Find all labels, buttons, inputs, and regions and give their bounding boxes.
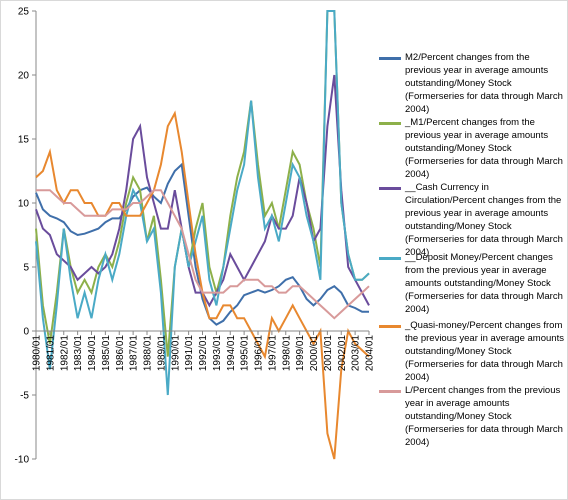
legend-swatch [379,187,401,190]
x-tick-label: 1982/01 [59,335,70,372]
legend-swatch [379,122,401,125]
x-tick-label: 1992/01 [198,335,209,372]
x-tick-label: 1995/01 [240,335,251,372]
legend-swatch [379,57,401,60]
series-line [36,189,370,320]
x-tick-label: 1980/01 [32,335,43,372]
legend-item: __Deposit Money/Percent changes from the… [379,251,567,316]
x-tick-label: 1999/01 [295,335,306,372]
y-tick-label: 25 [18,7,30,18]
x-tick-label: 1985/01 [101,335,112,372]
y-tick-label: 10 [18,199,30,210]
legend-label: _M1/Percent changes from the previous ye… [405,117,563,180]
legend-item: _Quasi-money/Percent changes from the pr… [379,319,567,384]
legend-label: __Cash Currency in Circulation/Percent c… [405,182,563,258]
legend-item: _M1/Percent changes from the previous ye… [379,116,567,181]
legend-swatch [379,390,401,393]
x-tick-label: 1981/01 [45,335,56,372]
legend-label: _Quasi-money/Percent changes from the pr… [405,320,564,383]
x-tick-label: 1998/01 [281,335,292,372]
series-line [35,10,370,396]
y-tick-label: 15 [18,135,30,146]
legend-item: __Cash Currency in Circulation/Percent c… [379,181,567,259]
legend-item: L/Percent changes from the previous year… [379,384,567,449]
x-tick-label: 1986/01 [115,335,126,372]
y-tick-label: -10 [15,455,30,466]
legend-swatch [379,257,401,260]
x-tick-label: 1993/01 [212,335,223,372]
y-tick-label: -5 [20,391,29,402]
x-tick-label: 1996/01 [254,335,265,372]
x-tick-label: 1997/01 [267,335,278,372]
y-tick-label: 0 [23,327,29,338]
legend-item: M2/Percent changes from the previous yea… [379,51,567,116]
x-tick-label: 2002/01 [337,335,348,372]
x-tick-label: 1994/01 [226,335,237,372]
series-line [35,10,370,357]
x-tick-label: 2001/01 [323,335,334,372]
y-tick-label: 5 [23,263,29,274]
legend-label: __Deposit Money/Percent changes from the… [405,252,563,315]
legend-label: M2/Percent changes from the previous yea… [405,52,563,115]
series-line [35,110,370,460]
legend-swatch [379,325,401,328]
series-line [35,162,369,326]
x-tick-label: 1990/01 [170,335,181,372]
x-tick-label: 1989/01 [156,335,167,372]
chart: -10 -5 0 5 10 15 20 25 1980/01 1981/01 1982/01 1983… [15,7,376,466]
y-tick-label: 20 [18,71,30,82]
x-tick-label: 2003/01 [351,335,362,372]
x-tick-label: 1983/01 [73,335,84,372]
x-tick-label: 2000/01 [309,335,320,372]
legend-label: L/Percent changes from the previous year… [405,385,563,448]
x-tick-label: 1991/01 [184,335,195,372]
x-tick-label: 1987/01 [129,335,140,372]
x-tick-label: 2004/01 [365,335,376,372]
x-tick-label: 1988/01 [143,335,154,372]
x-tick-label: 1984/01 [87,335,98,372]
